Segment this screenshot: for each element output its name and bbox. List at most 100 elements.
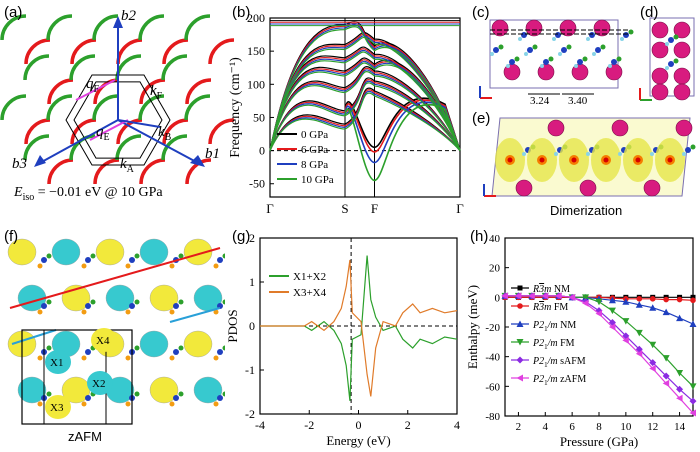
- y-tick-label: 0: [495, 292, 501, 304]
- x-tick-label: 4: [454, 418, 460, 432]
- ligand-atom: [81, 309, 87, 315]
- atom: [673, 41, 691, 59]
- phonon-band: [269, 36, 461, 151]
- reciprocal-axis: [37, 119, 119, 165]
- data-point: [635, 350, 643, 358]
- ligand-atom: [548, 56, 554, 62]
- ligand-atom: [173, 349, 179, 355]
- panel-e-label: (e): [472, 110, 491, 127]
- ligand-atom: [213, 401, 219, 407]
- x-tick-label: 6: [569, 421, 575, 433]
- data-point: [676, 394, 683, 402]
- data-point: [662, 379, 670, 387]
- distance-label: 3.24: [530, 95, 550, 107]
- ligand-atom: [595, 47, 601, 53]
- spin-down-lobe: [139, 238, 169, 266]
- x-tick-label: 14: [674, 421, 686, 433]
- enthalpy-chart: 2 4 6 8 10 12 14 -80 -60 -40 -20 0 20 40 Pressure (GPa…: [465, 233, 697, 449]
- ligand-atom: [623, 32, 629, 38]
- data-point: [595, 310, 602, 318]
- data-point: [568, 293, 576, 301]
- phonon-band: [269, 49, 461, 151]
- ligand-atom: [213, 355, 219, 361]
- legend-label: P21/m NM: [532, 320, 576, 333]
- fermi-arc-red: [70, 38, 97, 65]
- x-axis-label: Pressure (GPa): [560, 434, 638, 449]
- soft-mode-band: [344, 97, 461, 151]
- y-tick-label: 150: [247, 44, 265, 58]
- y-tick-label: -50: [249, 177, 265, 191]
- spin-down-lobe: [17, 376, 47, 404]
- fermi-arc-green: [23, 54, 50, 81]
- ligand-atom: [46, 391, 52, 397]
- ligand-atom: [668, 61, 674, 67]
- zafm-caption: zAFM: [68, 429, 102, 444]
- ligand-atom: [178, 253, 184, 259]
- axis-arrow: [190, 155, 205, 167]
- y-tick-label: 0: [249, 319, 255, 333]
- ligand-atom: [125, 309, 131, 315]
- fermi-arc-red: [139, 78, 166, 105]
- k-vector: [117, 119, 161, 128]
- data-point: [649, 304, 657, 311]
- isosurface-center: [571, 157, 577, 163]
- atom: [675, 119, 693, 137]
- y-tick-label: 2: [249, 231, 255, 245]
- data-point: [514, 292, 522, 300]
- soft-mode-band: [344, 104, 461, 182]
- pdos-line-x1x2: [260, 255, 458, 401]
- ligand-atom: [524, 52, 528, 56]
- data-point: [516, 374, 523, 382]
- atom: [673, 83, 691, 101]
- fermi-arc-green: [184, 14, 211, 41]
- ligand-atom: [90, 299, 96, 305]
- y-tick-label: -80: [485, 411, 500, 423]
- atom: [515, 179, 533, 197]
- y-tick-label: -20: [485, 322, 500, 334]
- x-tick-label: Γ: [456, 201, 464, 216]
- ligand-atom: [506, 64, 510, 68]
- phonon-dispersion-chart: -50 0 50 100 150 200 Γ S F Γ Frequency (cm⁻¹) 0 GPa…: [228, 11, 464, 216]
- bz-hexagon-inner: [73, 81, 163, 159]
- spin-density-figure: X1 X2 X3 X4: [7, 238, 225, 425]
- ligand-atom: [217, 257, 223, 263]
- phonon-band: [269, 62, 461, 151]
- y-tick-label: 40: [489, 233, 501, 245]
- ligand-atom: [169, 263, 175, 269]
- ligand-atom: [85, 349, 91, 355]
- fermi-arc-green: [46, 94, 73, 121]
- site-label-x3: X3: [50, 402, 64, 414]
- phonon-band: [269, 71, 461, 151]
- fermi-arc-green: [184, 94, 211, 121]
- fermi-arc-red: [185, 158, 212, 185]
- fermi-arc-green: [92, 14, 119, 41]
- fermi-arc-green: [0, 94, 27, 121]
- atom: [643, 179, 661, 197]
- ligand-atom: [685, 147, 691, 153]
- data-point: [689, 383, 697, 390]
- axis-label-b2: b2: [121, 8, 137, 24]
- spin-down-lobe: [51, 238, 81, 266]
- fermi-arc-green: [92, 94, 119, 121]
- isosurface-center: [539, 157, 545, 163]
- fermi-arc-red: [162, 38, 189, 65]
- data-point: [689, 397, 697, 405]
- axis-label-b3: b3: [12, 156, 27, 172]
- x-tick-label: 2: [516, 421, 522, 433]
- atom: [611, 119, 629, 137]
- fermi-arc-red: [208, 118, 235, 145]
- y-tick-label: -40: [485, 352, 500, 364]
- axis-label-b1: b1: [205, 146, 220, 162]
- ligand-atom: [169, 401, 175, 407]
- pdos-line-x3x4: [260, 259, 458, 397]
- phonon-band: [269, 77, 461, 151]
- ligand-atom: [665, 42, 669, 46]
- ligand-atom: [582, 56, 588, 62]
- data-point: [689, 409, 696, 417]
- ligand-atom: [90, 253, 96, 259]
- data-point: [517, 285, 523, 291]
- atom: [525, 19, 543, 37]
- dimerization-caption: Dimerization: [550, 203, 623, 218]
- ligand-atom: [514, 56, 520, 62]
- ligand-atom: [493, 47, 499, 53]
